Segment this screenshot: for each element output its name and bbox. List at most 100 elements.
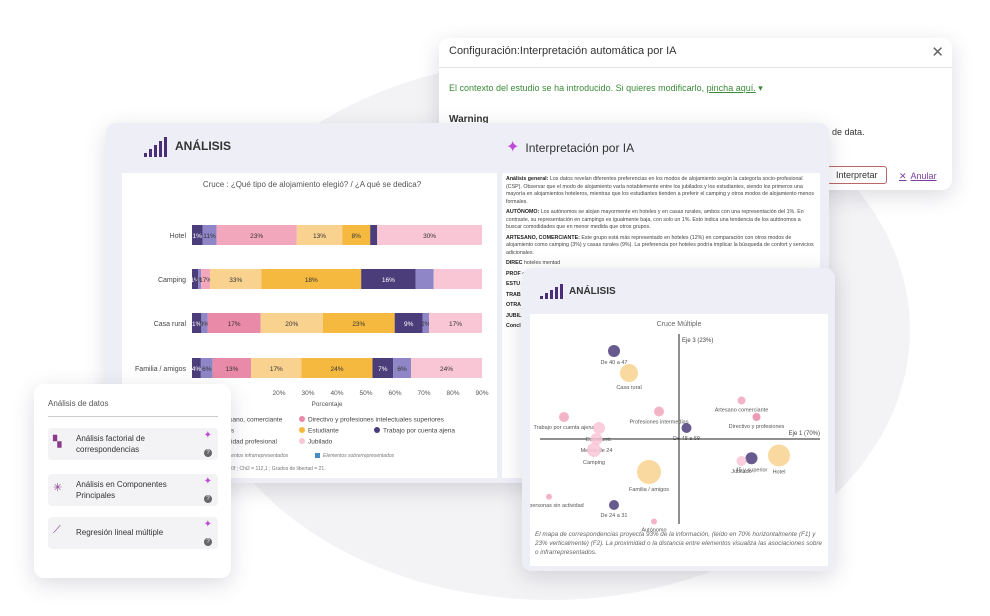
- map-point-label: Artesano comerciante: [715, 408, 769, 414]
- legend-swatch: [315, 453, 320, 458]
- x-tick-label: 90%: [475, 390, 488, 397]
- footnote-stats: …0,0f ; Chi2 = 112,1 ; Grados de liberta…: [222, 466, 326, 472]
- legend-swatch: [374, 427, 380, 433]
- analysis-header: ANÁLISIS: [534, 284, 616, 299]
- map-point: [745, 452, 758, 465]
- legend-label: artesano, comerciante: [218, 417, 283, 424]
- trailing-text: de data.: [832, 127, 865, 137]
- bar-label: 17%: [449, 321, 462, 328]
- x-tick-label: 20%: [272, 390, 285, 397]
- map-point-label: Camping: [583, 460, 605, 466]
- axis-label: Eje 3 (23%): [682, 338, 713, 344]
- legend-swatch: [299, 438, 305, 444]
- help-icon[interactable]: ?: [204, 495, 212, 503]
- footnote-left: …mentos infrarrepresentados: [222, 453, 289, 459]
- map-point: [559, 412, 569, 422]
- help-icon[interactable]: ?: [204, 538, 212, 546]
- map-point-label: Jubilado: [731, 469, 752, 475]
- cancel-button[interactable]: ✕ Anular: [899, 171, 937, 182]
- ai-paragraph-head: ESTU: [506, 281, 522, 287]
- bar-label: 9%: [200, 321, 210, 328]
- bar-segment: [342, 225, 371, 245]
- map-point-label: Trabajo por cuenta ajena: [534, 425, 596, 431]
- help-icon[interactable]: ?: [204, 449, 212, 457]
- bar-segment: [192, 313, 202, 333]
- axis-label: Eje 1 (70%): [789, 431, 820, 437]
- bar-label: 13%: [225, 366, 238, 373]
- bar-segment: [370, 225, 378, 245]
- ai-paragraph-head: AUTÓNOMO:: [506, 209, 541, 215]
- analysis-title: ANÁLISIS: [175, 139, 232, 154]
- bar-label: 33%: [229, 277, 242, 284]
- bar-segment: [251, 358, 302, 378]
- map-point-label: Familia / amigos: [629, 487, 669, 493]
- legend-label: …tividad profesional: [218, 439, 277, 446]
- analysis-header: ANÁLISIS: [136, 137, 231, 157]
- pca-icon: ✳: [53, 482, 63, 494]
- cancel-label: Anular: [910, 171, 937, 181]
- bar-chart-icon: [144, 137, 167, 157]
- map-point: [637, 460, 661, 484]
- ai-paragraph-head: PROF: [506, 270, 523, 277]
- correspondence-card: ANÁLISIS Cruce Múltiple Eje 3 (23%) Eje 1 …: [514, 268, 835, 571]
- map-point: [651, 518, 657, 525]
- bar-label: 1%: [192, 321, 202, 328]
- bar-segment: [372, 358, 394, 378]
- bar-label: 30%: [423, 233, 436, 240]
- sparkle-icon: ✦: [203, 430, 212, 441]
- bar-segment: [261, 269, 362, 289]
- bar-segment: [361, 269, 416, 289]
- legend-label: Estudiante: [308, 428, 339, 435]
- map-point-label: 45 y superior: [736, 467, 768, 473]
- bar-label: 24%: [330, 366, 343, 373]
- ai-paragraph-body: hoteles mentad: [523, 260, 561, 266]
- bar-segment: [192, 269, 199, 289]
- interpret-button[interactable]: Interpretar: [827, 166, 887, 184]
- bar-segment: [394, 313, 423, 333]
- warning-title: Warning: [449, 114, 489, 125]
- legend-swatch: [299, 427, 305, 433]
- bar-label: 16%: [382, 277, 395, 284]
- map-point: [546, 493, 552, 500]
- bar-segment: [415, 269, 434, 289]
- bar-label: 4%: [192, 366, 202, 373]
- x-tick-label: 80%: [446, 390, 459, 397]
- dialog-header: Configuración:Interpretación automática …: [439, 38, 952, 68]
- map-point-label: Autónomo: [641, 528, 666, 534]
- bar-segment: [192, 225, 203, 245]
- ia-header: ✦ Interpretación por IA: [506, 137, 634, 157]
- ai-paragraph-head: Concl: [506, 323, 523, 329]
- bar-chart-icon: [540, 284, 563, 299]
- legend-label: Trabajo por cuenta ajena: [383, 428, 455, 435]
- map-point: [620, 364, 638, 382]
- panel-heading: Análisis de datos: [48, 399, 109, 408]
- bar-label: 11%: [203, 233, 216, 240]
- item-label: Análisis en Componentes Principales: [76, 480, 167, 500]
- context-link[interactable]: pincha aquí.: [706, 83, 756, 93]
- map-point-label: Casa rural: [616, 385, 641, 391]
- bar-segment: [212, 358, 252, 378]
- bar-label: 6%: [397, 366, 407, 373]
- bar-label: 3%: [195, 277, 205, 284]
- regression-icon: ⟋: [53, 524, 61, 536]
- ai-paragraph-head: TRAB: [506, 291, 523, 298]
- interpret-label: Interpretar: [836, 170, 878, 180]
- ai-paragraph-head: DIREC: [506, 260, 524, 266]
- bar-segment: [322, 313, 395, 333]
- analysis-item-acp[interactable]: ✳ Análisis en Componentes Principales ✦ …: [48, 474, 218, 506]
- x-tick-label: 60%: [388, 390, 401, 397]
- legend-label: Directivo y profesiones intelectuales su…: [308, 417, 445, 424]
- legend-label: Jubilado: [308, 439, 333, 446]
- chevron-down-icon[interactable]: ▾: [758, 83, 763, 93]
- map-point-label: Directivo y profesiones: [729, 424, 785, 430]
- ai-paragraph-head: Análisis general:: [506, 176, 550, 182]
- bar-segment: [198, 269, 202, 289]
- chart-title: Cruce : ¿Qué tipo de alojamiento elegió?…: [203, 180, 422, 189]
- close-icon[interactable]: ✕: [931, 44, 944, 61]
- bar-segment: [192, 358, 201, 378]
- bar-label: 9%: [404, 321, 414, 328]
- analysis-item-afc[interactable]: ▚ Análisis factorial de correspondencias…: [48, 428, 218, 460]
- bar-label: 18%: [305, 277, 318, 284]
- analysis-item-regression[interactable]: ⟋ Regresión lineal múltiple ✦ ?: [48, 517, 218, 549]
- bar-segment: [200, 358, 213, 378]
